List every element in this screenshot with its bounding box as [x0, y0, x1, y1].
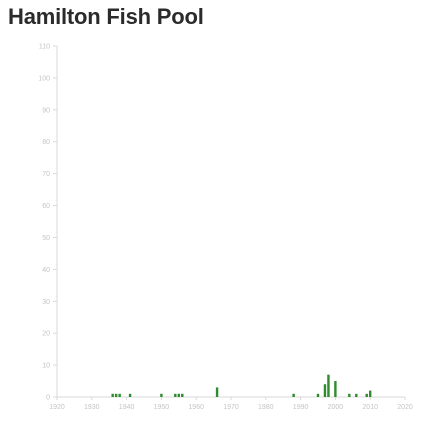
bar[interactable]	[366, 394, 368, 397]
bar[interactable]	[181, 394, 183, 397]
x-tick-label: 1930	[84, 404, 100, 411]
x-tick-label: 2020	[397, 404, 413, 411]
x-tick-label: 1960	[188, 404, 204, 411]
bar[interactable]	[317, 394, 319, 397]
bar[interactable]	[111, 394, 113, 397]
y-tick-label: 80	[42, 139, 50, 146]
x-tick-label: 1920	[49, 404, 65, 411]
x-tick-label: 1970	[223, 404, 239, 411]
y-tick-label: 10	[42, 363, 50, 370]
bar[interactable]	[160, 394, 162, 397]
bar[interactable]	[355, 394, 357, 397]
x-tick-label: 1950	[154, 404, 170, 411]
x-tick-label: 2010	[362, 404, 378, 411]
y-tick-label: 100	[38, 75, 50, 82]
y-tick-label: 60	[42, 203, 50, 210]
y-tick-label: 70	[42, 171, 50, 178]
bar[interactable]	[292, 394, 294, 397]
bar[interactable]	[348, 394, 350, 397]
x-tick-label: 1940	[119, 404, 135, 411]
bar[interactable]	[118, 394, 120, 397]
bar[interactable]	[174, 394, 176, 397]
bar[interactable]	[129, 394, 131, 397]
y-tick-label: 30	[42, 299, 50, 306]
x-tick-label: 2000	[328, 404, 344, 411]
y-axis: 0 10 20 30 40 50 60 70 80 90 100 110	[38, 44, 57, 402]
bars	[111, 375, 371, 397]
bar[interactable]	[327, 375, 329, 397]
x-tick-label: 1990	[293, 404, 309, 411]
x-tick-label: 1980	[258, 404, 274, 411]
y-tick-label: 40	[42, 267, 50, 274]
y-tick-label: 0	[46, 395, 50, 402]
bar[interactable]	[369, 391, 371, 397]
bar[interactable]	[178, 394, 180, 397]
bar[interactable]	[216, 387, 218, 397]
x-axis: 1920 1930 1940 1950 1960 1970 1980 1990 2000 2010…	[49, 397, 413, 411]
y-tick-label: 20	[42, 331, 50, 338]
y-tick-label: 110	[39, 44, 50, 51]
bar[interactable]	[324, 384, 326, 397]
y-tick-label: 50	[42, 235, 50, 242]
y-tick-label: 90	[42, 107, 50, 114]
bar[interactable]	[115, 394, 117, 397]
bar[interactable]	[334, 381, 336, 397]
